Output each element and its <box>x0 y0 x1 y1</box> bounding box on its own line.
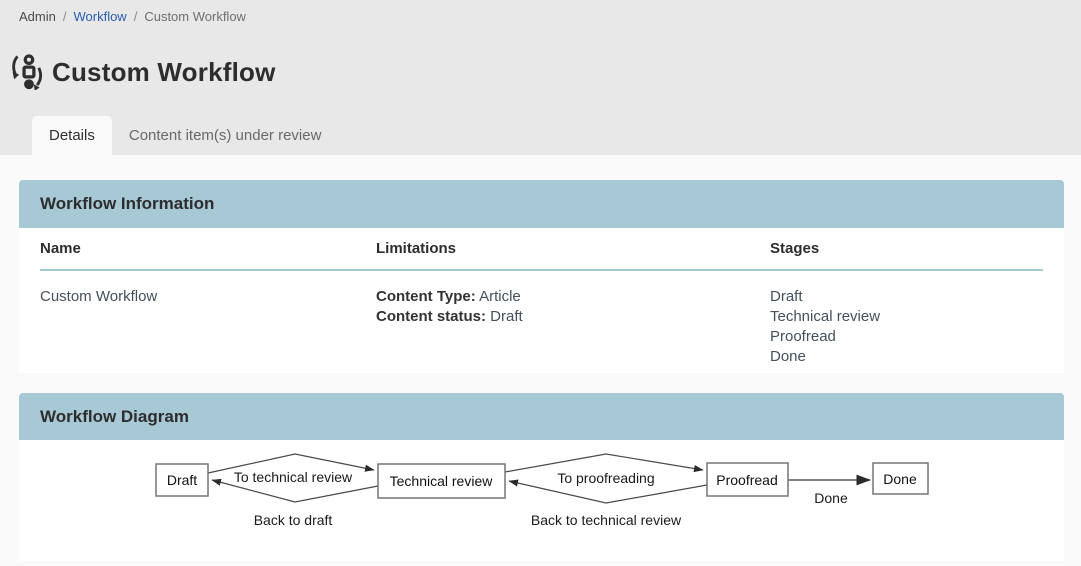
transition-label: To proofreading <box>557 470 654 486</box>
stage-item: Technical review <box>770 308 881 325</box>
workflow-information-title: Workflow Information <box>19 180 1064 228</box>
diagram-node-technical-review: Technical review <box>377 463 506 499</box>
breadcrumb: Admin / Workflow / Custom Workflow <box>19 9 246 24</box>
workflow-diagram: To technical review Back to draft To pro… <box>155 453 929 528</box>
page-title-row: Custom Workflow <box>10 54 276 90</box>
edge-back-to-technical-review <box>508 479 708 504</box>
breadcrumb-item-current: Custom Workflow <box>144 9 246 24</box>
node-label: Technical review <box>390 473 494 489</box>
stages-cell: Draft Technical review Proofread Done <box>770 287 1043 367</box>
table-row: Custom Workflow Content Type: Article Co… <box>40 271 1043 367</box>
limitation-content-type: Content Type: Article <box>376 288 521 305</box>
workflow-icon <box>12 54 43 90</box>
stage-item: Draft <box>770 288 803 305</box>
breadcrumb-item-admin: Admin <box>19 9 56 24</box>
column-header-limitations: Limitations <box>376 240 457 257</box>
edge-back-to-draft <box>211 478 379 503</box>
edge-to-proofreading <box>504 453 704 473</box>
breadcrumb-separator: / <box>62 9 67 24</box>
workflow-information-table: Name Limitations Stages Custom Workflow … <box>19 228 1064 367</box>
transition-label: To technical review <box>234 469 353 485</box>
column-header-stages: Stages <box>770 240 820 257</box>
diagram-node-done: Done <box>872 462 929 495</box>
diagram-node-draft: Draft <box>155 463 209 497</box>
workflow-diagram-panel: Workflow Diagram To technical review Bac… <box>19 393 1064 561</box>
node-label: Draft <box>167 472 197 488</box>
tab-details[interactable]: Details <box>32 116 112 155</box>
node-label: Proofread <box>716 472 777 488</box>
breadcrumb-item-workflow[interactable]: Workflow <box>73 9 127 24</box>
stage-item: Proofread <box>770 328 836 345</box>
page-header: Admin / Workflow / Custom Workflow Custom Wo… <box>0 0 1081 155</box>
workflow-information-panel: Workflow Information Name Limitations St… <box>19 180 1064 373</box>
workflow-diagram-title: Workflow Diagram <box>19 393 1064 440</box>
breadcrumb-separator: / <box>133 9 138 24</box>
workflow-name-cell: Custom Workflow <box>40 288 158 305</box>
page-title: Custom Workflow <box>52 56 276 87</box>
diagram-node-proofread: Proofread <box>706 462 789 497</box>
edge-to-technical-review <box>207 453 375 474</box>
tab-bar: Details Content item(s) under review <box>32 116 338 155</box>
node-label: Done <box>883 471 917 487</box>
transition-label: Back to technical review <box>531 512 682 528</box>
transition-label: Done <box>814 490 848 506</box>
tab-content-items-under-review[interactable]: Content item(s) under review <box>128 127 322 144</box>
stage-item: Done <box>770 348 806 365</box>
column-header-name: Name <box>40 240 81 257</box>
limitations-cell: Content Type: Article Content status: Dr… <box>376 287 770 367</box>
transition-label: Back to draft <box>254 512 333 528</box>
limitation-content-status: Content status: Draft <box>376 308 523 325</box>
table-header-row: Name Limitations Stages <box>40 228 1043 271</box>
